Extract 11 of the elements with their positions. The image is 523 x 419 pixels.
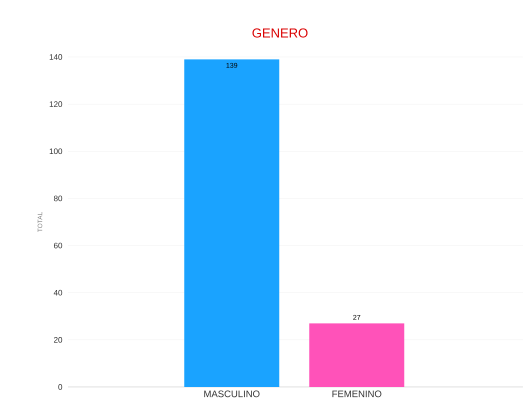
y-tick-label: 140 [50, 54, 62, 60]
chart-title: GENERO [252, 28, 308, 38]
y-tick-label: 80 [54, 196, 62, 202]
y-tick-label: 20 [54, 337, 62, 343]
y-tick-label: 120 [50, 101, 62, 107]
y-tick-label: 100 [50, 148, 62, 154]
y-tick-label: 0 [58, 384, 62, 390]
x-tick-label: MASCULINO [204, 390, 260, 398]
y-tick-label: 60 [54, 242, 62, 248]
x-tick-label: FEMENINO [332, 390, 382, 398]
y-tick-label: 40 [54, 290, 62, 296]
